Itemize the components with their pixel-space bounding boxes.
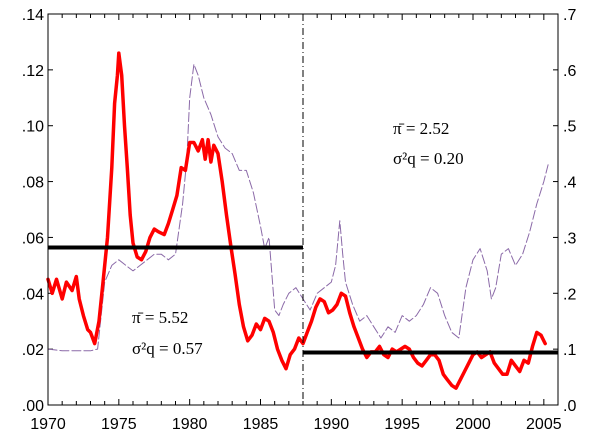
left-y-axis: .00 .02 .04 .06 .08 .10 .12 .14 <box>22 7 53 415</box>
annotation-late-pi: π̄ = 2.52 <box>393 119 449 138</box>
right-y-tick-label: .6 <box>563 63 576 80</box>
left-y-tick-label: .10 <box>22 119 44 136</box>
series-line-right-axis <box>47 63 549 352</box>
series-line-left-axis <box>46 51 547 390</box>
right-y-tick-label: .0 <box>563 398 576 415</box>
x-tick-label: 1985 <box>243 416 279 433</box>
left-y-tick-label: .00 <box>22 398 44 415</box>
left-y-tick-label: .04 <box>22 286 44 303</box>
left-y-tick-label: .02 <box>22 342 44 359</box>
plot-area <box>46 14 558 405</box>
left-y-tick-label: .06 <box>22 230 44 247</box>
left-y-tick-label: .12 <box>22 63 44 80</box>
plot-frame <box>47 13 559 406</box>
right-y-tick-label: .3 <box>563 230 576 247</box>
x-tick-label: 1995 <box>384 416 420 433</box>
right-y-tick-label: .5 <box>563 119 576 136</box>
x-tick-label: 2000 <box>455 416 491 433</box>
left-y-tick-label: .08 <box>22 175 44 192</box>
x-tick-label: 1990 <box>314 416 350 433</box>
left-y-tick-label: .14 <box>22 7 44 24</box>
right-y-tick-label: .2 <box>563 286 576 303</box>
right-y-tick-label: .7 <box>563 7 576 24</box>
right-y-tick-label: .1 <box>563 342 576 359</box>
annotation-early-pi: π̄ = 5.52 <box>132 308 188 327</box>
x-tick-label: 1970 <box>30 416 66 433</box>
x-tick-label: 1980 <box>172 416 208 433</box>
annotation-late-sigma: σ²q = 0.20 <box>393 149 464 168</box>
x-axis: 1970 1975 1980 1985 1990 1995 2000 2005 <box>30 14 562 433</box>
x-tick-label: 2005 <box>526 416 562 433</box>
right-y-tick-label: .4 <box>563 175 576 192</box>
right-y-axis: .0 .1 .2 .3 .4 .5 .6 .7 <box>553 7 576 415</box>
annotation-early-sigma: σ²q = 0.57 <box>132 339 203 358</box>
x-tick-label: 1975 <box>101 416 137 433</box>
